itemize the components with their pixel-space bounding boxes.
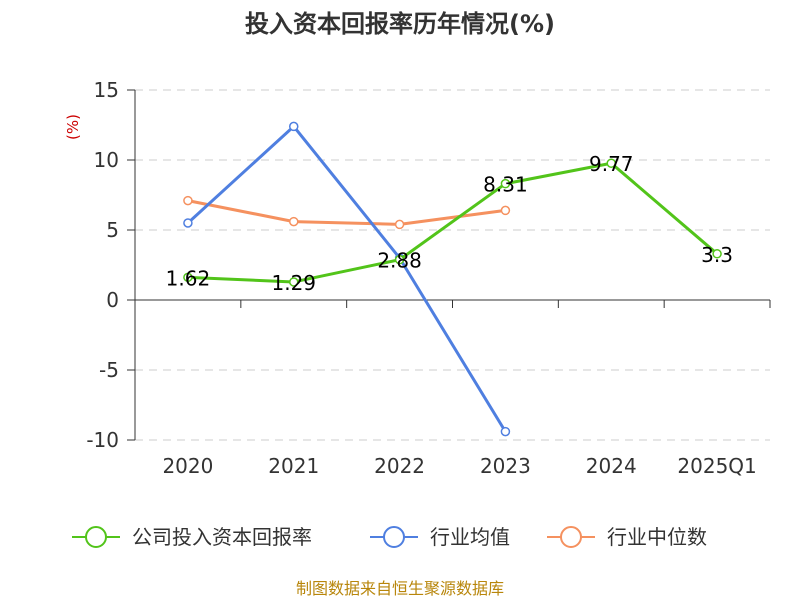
legend-label: 公司投入资本回报率 (132, 525, 312, 549)
series-line (186, 124, 507, 433)
data-point (500, 178, 511, 189)
legend-marker-icon (383, 526, 405, 548)
data-point (394, 219, 405, 230)
legend-marker-icon (560, 526, 582, 548)
y-tick-label: -10 (86, 428, 119, 452)
chart-title: 投入资本回报率历年情况(%) (245, 10, 555, 38)
series-line (187, 199, 506, 226)
legend-label: 行业均值 (430, 525, 510, 549)
series-lines (183, 121, 722, 437)
y-axis-unit-label: (%) (64, 114, 82, 140)
legend-item[interactable]: 公司投入资本回报率 (72, 525, 312, 549)
legend-item[interactable]: 行业均值 (370, 525, 510, 549)
data-point (394, 254, 405, 265)
legend-item[interactable]: 行业中位数 (547, 525, 707, 549)
data-point (500, 426, 511, 437)
data-label: 8.31 (483, 173, 528, 197)
legend[interactable]: 公司投入资本回报率 行业均值 行业中位数 (72, 525, 707, 549)
legend-marker-icon (85, 526, 107, 548)
data-label: 3.3 (701, 243, 733, 267)
data-point (289, 121, 299, 132)
data-point (712, 249, 722, 259)
data-point (606, 158, 616, 168)
y-tick-label: 0 (106, 288, 119, 312)
x-tick-label: 2020 (162, 454, 213, 478)
x-tick-label: 2021 (268, 454, 319, 478)
x-tick-label: 2025Q1 (677, 454, 756, 478)
data-label: 2.88 (377, 249, 422, 273)
series-line (187, 161, 719, 284)
data-label: 9.77 (589, 152, 634, 176)
y-tick-label: -5 (99, 358, 119, 382)
data-point (183, 272, 193, 283)
legend-label: 行业中位数 (607, 525, 707, 549)
data-point (289, 216, 299, 227)
data-label: 1.62 (166, 266, 211, 290)
x-tick-label: 2022 (374, 454, 425, 478)
x-tick-label: 2024 (586, 454, 637, 478)
grid-lines (135, 89, 770, 441)
data-label: 1.29 (271, 271, 316, 295)
x-tick-label: 2023 (480, 454, 531, 478)
data-point (183, 218, 193, 228)
data-point (289, 277, 299, 287)
data-labels: 1.62 1.29 2.88 8.31 9.77 3.3 (166, 152, 733, 295)
data-point (500, 205, 511, 216)
axes: 15 10 5 0 -5 -10 2020 2021 2022 2023 2024 2025Q1 (86, 78, 771, 478)
y-tick-label: 10 (94, 148, 119, 172)
data-point (183, 195, 193, 206)
y-tick-label: 5 (106, 218, 119, 242)
y-tick-label: 15 (94, 78, 119, 102)
source-note: 制图数据来自恒生聚源数据库 (296, 579, 504, 598)
